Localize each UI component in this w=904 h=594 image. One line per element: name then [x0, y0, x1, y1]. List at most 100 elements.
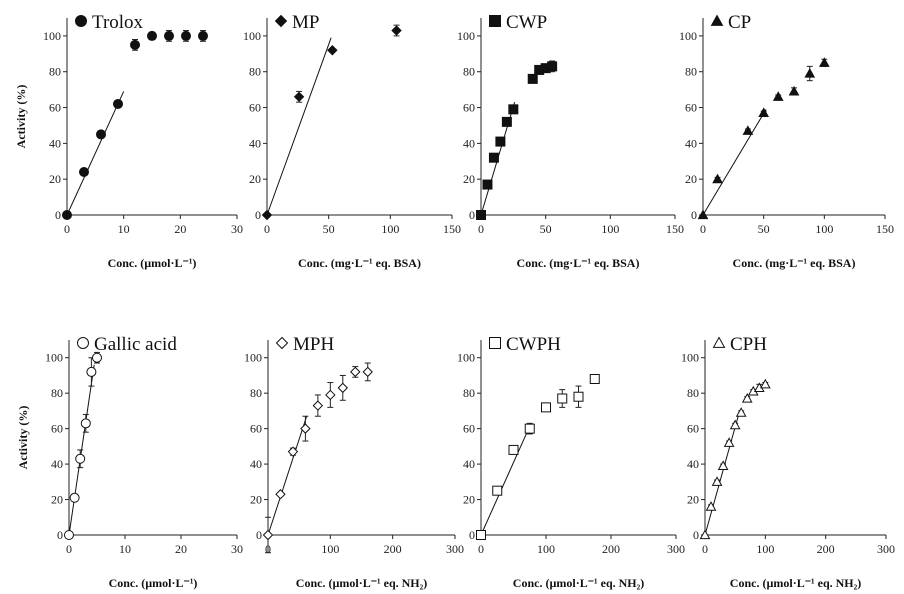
y-tick-label: 20: [51, 493, 63, 507]
y-tick-label: 80: [687, 386, 699, 400]
legend-marker: [77, 337, 89, 349]
legend-label: MP: [292, 12, 319, 33]
data-point: [69, 492, 80, 503]
y-tick-label: 40: [463, 136, 475, 150]
x-tick-label: 100: [537, 542, 555, 556]
y-tick-label: 100: [244, 351, 262, 365]
y-tick-label: 20: [463, 172, 475, 186]
data-point: [80, 418, 91, 429]
data-point: [818, 57, 830, 67]
x-tick-label: 300: [877, 542, 895, 556]
data-point: [547, 61, 558, 72]
trend-line: [267, 416, 308, 536]
trend-line: [480, 423, 532, 536]
x-axis-label: Conc. (µmol·L⁻¹ eq. NH₂): [296, 576, 427, 590]
legend-marker: [712, 336, 726, 348]
data-point: [788, 85, 800, 96]
y-tick-label: 40: [687, 457, 699, 471]
x-axis-label: Conc. (µmol·L⁻¹ eq. NH₂): [730, 576, 861, 590]
data-point: [758, 107, 770, 118]
data-point: [735, 407, 747, 417]
x-tick-label: 100: [815, 222, 833, 236]
y-tick-label: 60: [249, 101, 261, 115]
y-tick-label: 60: [687, 422, 699, 436]
x-tick-label: 0: [478, 542, 484, 556]
data-point: [742, 125, 754, 135]
x-tick-label: 150: [443, 222, 461, 236]
data-point: [711, 476, 723, 486]
y-tick-label: 60: [49, 101, 61, 115]
y-tick-label: 100: [681, 351, 699, 365]
x-tick-label: 0: [478, 222, 484, 236]
x-axis-label: Conc. (µmol·L⁻¹): [109, 576, 198, 590]
data-point: [130, 39, 140, 50]
y-tick-label: 40: [463, 457, 475, 471]
x-tick-label: 200: [384, 542, 402, 556]
legend-label: Trolox: [92, 12, 144, 33]
data-point: [198, 30, 208, 41]
y-tick-label: 0: [55, 208, 61, 222]
legend-label: CPH: [730, 334, 767, 355]
legend-marker: [75, 15, 87, 27]
data-point: [717, 460, 729, 470]
x-tick-label: 200: [602, 542, 620, 556]
legend-label: CP: [728, 12, 751, 33]
y-axis-label: Activity (%): [16, 406, 30, 470]
x-tick-label: 150: [666, 222, 684, 236]
y-tick-label: 40: [249, 136, 261, 150]
legend-marker: [489, 337, 501, 349]
y-tick-label: 60: [51, 422, 63, 436]
y-tick-label: 0: [691, 208, 697, 222]
data-point: [350, 366, 361, 378]
trend-line: [704, 416, 739, 536]
data-point: [508, 444, 519, 455]
panel-mp: 0 20 40 60 80 100 0 50 100 150 Conc. (mg·L⁻¹ eq. B…: [243, 12, 461, 270]
legend-label: CWP: [506, 12, 547, 33]
data-point: [573, 391, 584, 402]
trend-line: [66, 91, 125, 216]
x-tick-label: 50: [758, 222, 770, 236]
x-tick-label: 150: [876, 222, 894, 236]
panel-cwph: 0 20 40 60 80 100 0 100 200 300 Conc. (µmol·L⁻¹ eq…: [457, 334, 685, 590]
y-tick-label: 0: [469, 528, 475, 542]
y-tick-label: 80: [463, 386, 475, 400]
y-tick-label: 80: [249, 65, 261, 79]
legend-marker: [710, 14, 724, 26]
x-tick-label: 10: [118, 222, 130, 236]
legend-label: MPH: [293, 334, 334, 355]
x-tick-label: 100: [601, 222, 619, 236]
y-tick-label: 0: [469, 208, 475, 222]
y-tick-label: 60: [463, 101, 475, 115]
data-point: [327, 45, 338, 56]
y-tick-label: 100: [45, 351, 63, 365]
legend-marker: [275, 336, 289, 350]
x-axis-label: Conc. (mg·L⁻¹ eq. BSA): [733, 256, 856, 270]
y-tick-label: 0: [693, 528, 699, 542]
data-point: [476, 210, 486, 220]
data-point: [164, 30, 174, 41]
y-tick-label: 20: [685, 172, 697, 186]
y-axis-label: Activity (%): [14, 85, 28, 149]
data-point: [759, 378, 771, 389]
data-point: [64, 530, 74, 540]
x-tick-label: 200: [817, 542, 835, 556]
x-tick-label: 30: [231, 222, 243, 236]
x-tick-label: 300: [446, 542, 464, 556]
data-point: [293, 91, 305, 103]
y-tick-label: 20: [49, 172, 61, 186]
y-tick-label: 20: [463, 493, 475, 507]
x-tick-label: 50: [540, 222, 552, 236]
data-point: [488, 152, 499, 163]
data-point: [147, 30, 157, 41]
data-point: [113, 98, 123, 109]
data-point: [261, 209, 273, 221]
x-tick-label: 100: [756, 542, 774, 556]
data-point: [181, 30, 191, 41]
data-point: [482, 179, 493, 190]
data-point: [312, 400, 324, 411]
trend-line: [702, 109, 767, 216]
y-tick-label: 20: [249, 172, 261, 186]
data-point: [524, 423, 535, 434]
x-tick-label: 0: [64, 222, 70, 236]
